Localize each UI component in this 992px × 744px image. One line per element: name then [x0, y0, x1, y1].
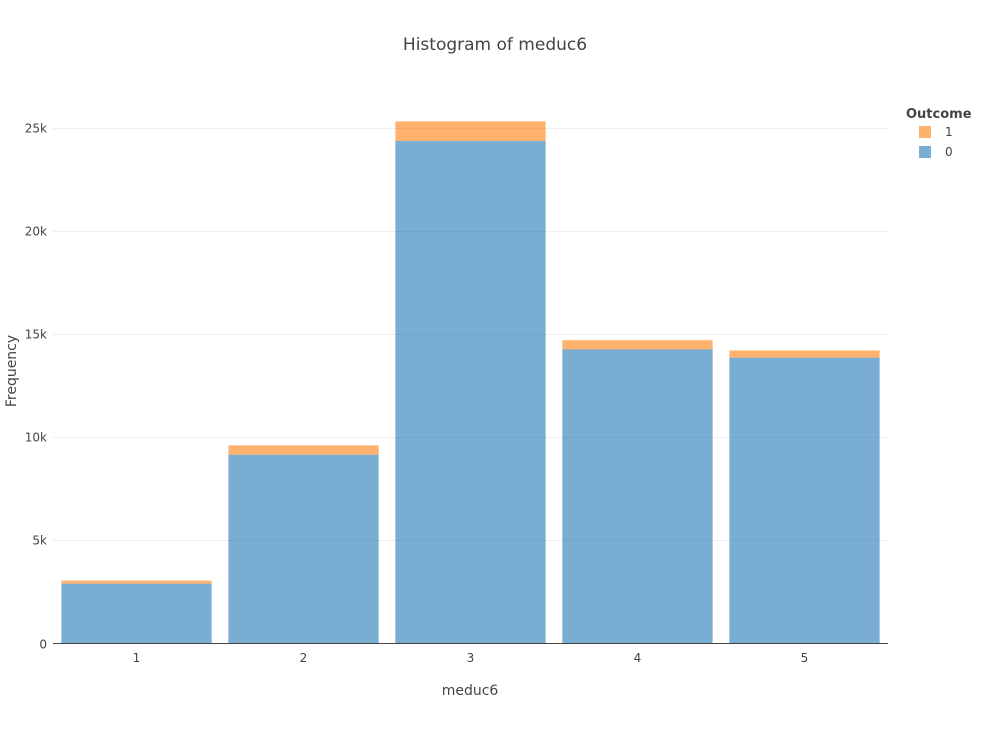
- chart-title: Histogram of meduc6: [403, 35, 587, 55]
- bar-outcome-1-meduc6-2: [228, 445, 379, 455]
- bars: [61, 121, 880, 644]
- bar-outcome-0-meduc6-3: [395, 141, 546, 644]
- bar-outcome-1-meduc6-5: [729, 350, 880, 358]
- x-tick-label: 5: [801, 651, 809, 665]
- legend-title: Outcome: [906, 107, 972, 122]
- x-tick-label: 1: [133, 651, 141, 665]
- bar-outcome-0-meduc6-1: [61, 583, 212, 644]
- legend-swatch-1: [919, 126, 931, 138]
- y-tick-label: 20k: [25, 225, 47, 239]
- y-tick-label: 15k: [25, 328, 47, 342]
- x-tick-label: 2: [300, 651, 308, 665]
- y-axis-title: Frequency: [4, 335, 20, 407]
- y-tick-label: 5k: [32, 534, 47, 548]
- x-tick-label: 4: [634, 651, 642, 665]
- legend: Outcome 10: [906, 107, 972, 159]
- y-tick-label: 0: [39, 638, 47, 652]
- bar-outcome-0-meduc6-5: [729, 357, 880, 644]
- y-axis-ticks: 0 5k 10k 15k 20k 25k: [25, 122, 47, 652]
- legend-label-1: 1: [945, 125, 953, 139]
- bar-outcome-1-meduc6-4: [562, 340, 713, 350]
- x-axis-ticks: 1 2 3 4 5: [133, 651, 809, 665]
- bar-outcome-0-meduc6-4: [562, 349, 713, 644]
- y-tick-label: 10k: [25, 431, 47, 445]
- bar-outcome-0-meduc6-2: [228, 454, 379, 644]
- legend-label-0: 0: [945, 145, 953, 159]
- legend-items: 10: [919, 125, 953, 159]
- x-tick-label: 3: [467, 651, 475, 665]
- y-tick-label: 25k: [25, 122, 47, 136]
- x-axis-title: meduc6: [442, 683, 499, 699]
- legend-swatch-0: [919, 146, 931, 158]
- bar-outcome-1-meduc6-1: [61, 580, 212, 584]
- bar-outcome-1-meduc6-3: [395, 121, 546, 141]
